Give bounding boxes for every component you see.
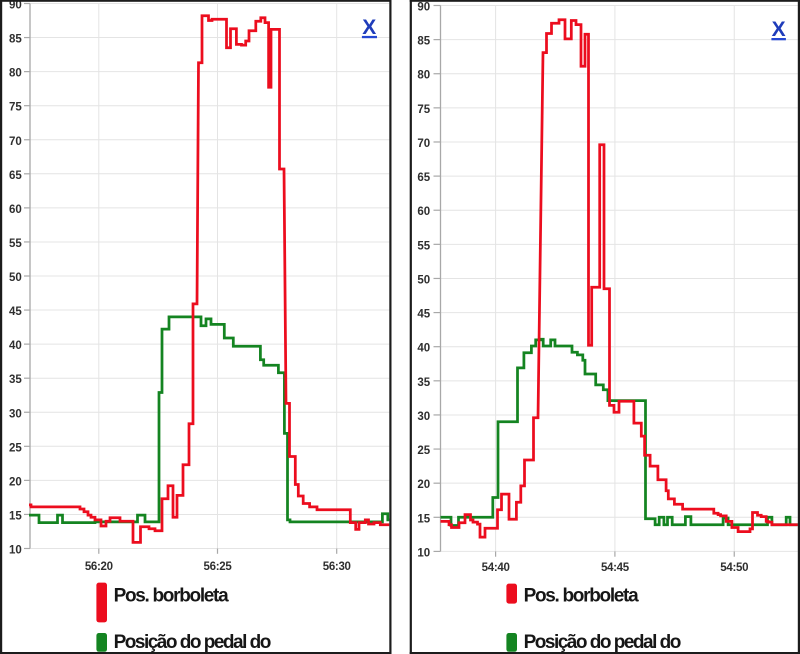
svg-text:25: 25 <box>9 442 22 454</box>
svg-text:40: 40 <box>417 343 430 355</box>
svg-text:45: 45 <box>9 306 22 318</box>
svg-text:60: 60 <box>417 206 430 218</box>
svg-text:60: 60 <box>9 204 22 216</box>
svg-text:54:45: 54:45 <box>601 562 630 574</box>
svg-text:65: 65 <box>9 170 22 182</box>
svg-text:30: 30 <box>417 411 430 423</box>
svg-text:35: 35 <box>417 377 430 389</box>
svg-text:X: X <box>362 16 376 39</box>
svg-text:50: 50 <box>9 272 22 284</box>
svg-text:56:30: 56:30 <box>323 561 351 573</box>
svg-text:54:50: 54:50 <box>720 562 748 574</box>
svg-text:Posição do pedal do: Posição do pedal do <box>524 632 681 653</box>
svg-text:90: 90 <box>9 0 22 12</box>
svg-text:70: 70 <box>9 136 22 148</box>
svg-text:25: 25 <box>417 445 430 457</box>
svg-text:75: 75 <box>417 104 430 116</box>
svg-text:30: 30 <box>9 408 22 420</box>
svg-text:X: X <box>772 18 786 41</box>
svg-text:10: 10 <box>9 545 22 557</box>
svg-text:35: 35 <box>9 374 22 386</box>
svg-text:85: 85 <box>417 36 430 48</box>
svg-text:70: 70 <box>417 138 430 150</box>
svg-text:65: 65 <box>417 172 430 184</box>
svg-text:50: 50 <box>417 274 430 286</box>
svg-text:20: 20 <box>417 479 430 491</box>
svg-text:20: 20 <box>9 476 22 488</box>
svg-text:85: 85 <box>9 34 22 46</box>
svg-text:55: 55 <box>417 240 430 252</box>
svg-text:56:20: 56:20 <box>85 561 113 573</box>
svg-text:54:40: 54:40 <box>482 562 510 574</box>
svg-text:55: 55 <box>9 238 22 250</box>
svg-text:45: 45 <box>417 309 430 321</box>
svg-text:80: 80 <box>417 70 430 82</box>
svg-text:15: 15 <box>417 513 430 525</box>
svg-text:10: 10 <box>417 547 430 559</box>
svg-text:80: 80 <box>9 68 22 80</box>
svg-text:90: 90 <box>417 2 430 14</box>
svg-text:15: 15 <box>9 510 22 522</box>
svg-text:75: 75 <box>9 102 22 114</box>
svg-text:40: 40 <box>9 340 22 352</box>
svg-text:Posição do pedal do: Posição do pedal do <box>114 632 271 653</box>
svg-text:Pos. borboleta: Pos. borboleta <box>114 586 229 607</box>
svg-text:56:25: 56:25 <box>204 561 233 573</box>
svg-text:Pos. borboleta: Pos. borboleta <box>524 586 639 607</box>
